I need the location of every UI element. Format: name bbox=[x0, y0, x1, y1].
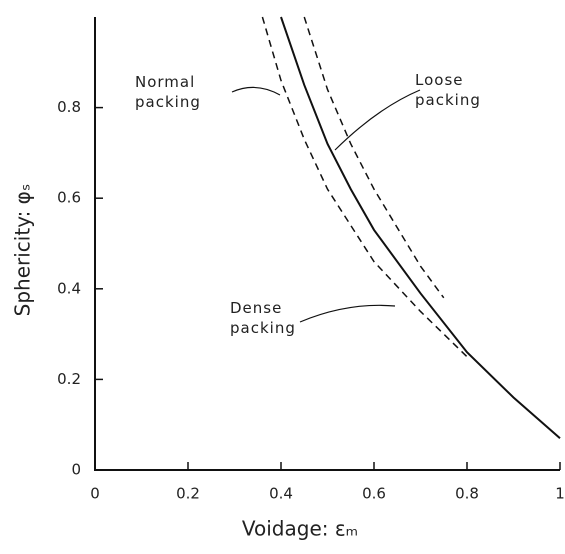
curve-label: Normal packing bbox=[135, 72, 215, 112]
curve-label: Loose packing bbox=[415, 70, 495, 110]
y-tick-label: 0.6 bbox=[57, 189, 81, 207]
x-tick-label: 0.8 bbox=[455, 485, 479, 503]
x-tick-label: 0 bbox=[90, 485, 100, 503]
curve-label: Dense packing bbox=[230, 298, 310, 338]
y-tick-label: 0.2 bbox=[57, 370, 81, 388]
x-tick-label: 0.6 bbox=[362, 485, 386, 503]
curve bbox=[304, 17, 444, 298]
x-tick-label: 0.2 bbox=[176, 485, 200, 503]
x-tick-label: 1 bbox=[555, 485, 565, 503]
pointer bbox=[232, 87, 280, 95]
x-tick-label: 0.4 bbox=[269, 485, 293, 503]
y-tick-label: 0 bbox=[71, 461, 81, 479]
y-tick-label: 0.4 bbox=[57, 279, 81, 297]
page: Voidage: εₘ Sphericity: φₛ 0 0.2 0.4 0.6 0.8… bbox=[0, 0, 565, 554]
y-tick-label: 0.8 bbox=[57, 98, 81, 116]
pointer bbox=[300, 305, 395, 322]
x-axis-label: Voidage: εₘ bbox=[242, 517, 358, 541]
y-axis-label: Sphericity: φₛ bbox=[11, 184, 35, 317]
pointer bbox=[335, 90, 420, 150]
